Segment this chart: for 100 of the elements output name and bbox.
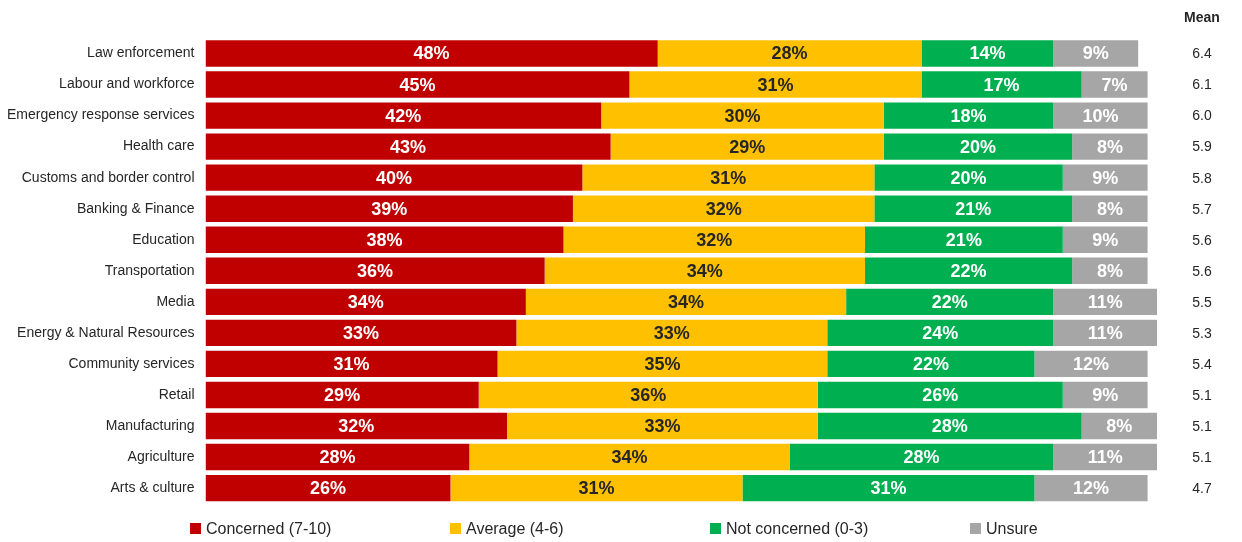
- bar: [563, 226, 865, 253]
- data-label: 48%: [413, 43, 450, 64]
- bar: [205, 71, 630, 98]
- data-label: 28%: [319, 447, 356, 468]
- data-label: 9%: [1092, 384, 1119, 405]
- text: 5.6: [1192, 262, 1212, 279]
- data-label: 12%: [1073, 353, 1110, 374]
- bar: [205, 40, 658, 67]
- data-label: 33%: [644, 415, 681, 436]
- text: 6.1: [1192, 76, 1212, 93]
- y-tick-label: Health care: [122, 137, 195, 154]
- data-label: 28%: [771, 43, 808, 64]
- data-label: 9%: [1092, 167, 1119, 188]
- bar: [205, 288, 526, 316]
- data-label: 22%: [950, 260, 987, 281]
- bar: [582, 164, 875, 191]
- legend-label: Concerned (7-10): [206, 519, 332, 538]
- data-label: 17%: [983, 74, 1020, 95]
- data-label: 35%: [644, 353, 681, 374]
- data-label: 26%: [309, 478, 347, 499]
- data-label: 8%: [1096, 136, 1123, 157]
- data-label: 28%: [931, 415, 968, 436]
- bar: [742, 474, 1035, 502]
- bar: [205, 226, 564, 253]
- data-label: 22%: [912, 353, 949, 374]
- data-label: 21%: [955, 198, 992, 219]
- data-label: 28%: [903, 447, 940, 468]
- y-tick-label: Manufacturing: [105, 416, 195, 433]
- bar: [516, 319, 828, 347]
- text: Mean: [1184, 8, 1220, 25]
- bar: [205, 474, 451, 502]
- bar: [1062, 164, 1148, 191]
- data-label: 32%: [696, 229, 733, 250]
- bar: [601, 102, 884, 129]
- bar: [525, 288, 847, 316]
- bar: [506, 412, 818, 440]
- data-label: 34%: [347, 291, 384, 312]
- y-tick-label: Energy & Natural Resources: [17, 323, 195, 340]
- bar: [450, 474, 743, 502]
- bar: [883, 102, 1054, 129]
- bar: [1072, 133, 1148, 160]
- data-label: 32%: [705, 198, 742, 219]
- data-label: 34%: [611, 447, 648, 468]
- y-tick-label: Law enforcement: [87, 44, 195, 61]
- data-label: 18%: [950, 105, 987, 126]
- text: 5.4: [1192, 355, 1212, 372]
- data-label: 34%: [686, 260, 723, 281]
- data-label: 36%: [357, 260, 394, 281]
- bar: [205, 102, 602, 129]
- bar: [205, 164, 583, 191]
- bar: [864, 226, 1063, 253]
- bar: [205, 195, 573, 222]
- bar: [874, 164, 1063, 191]
- bar: [205, 381, 479, 409]
- text: 6.4: [1192, 45, 1212, 62]
- bar: [883, 133, 1073, 160]
- data-label: 21%: [945, 229, 982, 250]
- data-label: 9%: [1092, 229, 1119, 250]
- text: 6.0: [1192, 107, 1212, 124]
- bar: [544, 257, 865, 284]
- data-label: 22%: [931, 291, 968, 312]
- text: 4.7: [1192, 479, 1212, 496]
- bar: [497, 350, 828, 378]
- bar: [205, 319, 517, 347]
- y-tick-label: Emergency response services: [6, 106, 195, 123]
- bar: [827, 350, 1035, 378]
- bar: [817, 381, 1063, 409]
- bar: [1053, 102, 1148, 129]
- bar: [205, 443, 470, 471]
- data-label: 31%: [333, 353, 370, 374]
- y-tick-label: Arts & culture: [110, 478, 195, 495]
- bar: [874, 195, 1073, 222]
- bar: [205, 257, 545, 284]
- text: 5.5: [1192, 293, 1212, 310]
- data-label: 43%: [390, 136, 427, 157]
- y-tick-label: Customs and border control: [21, 168, 195, 185]
- legend-label: Average (4-6): [466, 519, 564, 538]
- data-label: 11%: [1087, 291, 1123, 312]
- data-label: 26%: [922, 384, 959, 405]
- data-label: 31%: [870, 478, 907, 499]
- bar: [205, 133, 611, 160]
- bar: [478, 381, 818, 409]
- y-tick-label: Media: [156, 292, 195, 309]
- text: 5.1: [1192, 448, 1212, 465]
- data-label: 45%: [399, 74, 436, 95]
- bar: [1053, 40, 1139, 67]
- text: 5.8: [1192, 169, 1212, 186]
- data-label: 42%: [385, 105, 422, 126]
- data-label: 29%: [729, 136, 766, 157]
- text: 5.9: [1192, 138, 1212, 155]
- data-label: 8%: [1096, 260, 1123, 281]
- data-label: 8%: [1096, 198, 1123, 219]
- bar: [921, 40, 1054, 67]
- data-label: 36%: [630, 384, 667, 405]
- data-label: 8%: [1106, 415, 1133, 436]
- bar: [817, 412, 1082, 440]
- y-tick-label: Banking & Finance: [76, 199, 195, 216]
- legend-label: Not concerned (0-3): [726, 519, 869, 538]
- data-label: 33%: [342, 322, 379, 343]
- bar: [789, 443, 1054, 471]
